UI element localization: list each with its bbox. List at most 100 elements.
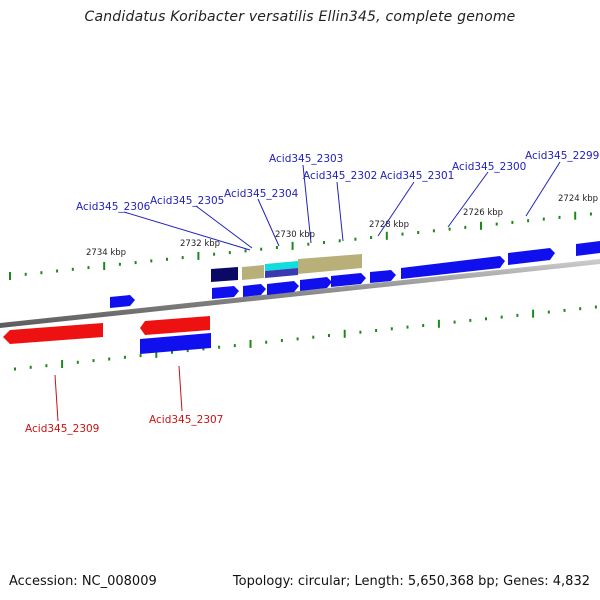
- tick-mark: [233, 344, 236, 348]
- tick-mark: [422, 324, 425, 327]
- tick-mark: [500, 315, 503, 319]
- tick-mark: [71, 267, 74, 271]
- gene-block[interactable]: [242, 265, 264, 280]
- gene-block[interactable]: [267, 281, 299, 295]
- tick-mark: [218, 345, 221, 349]
- tick-mark: [401, 232, 404, 236]
- tick-mark: [469, 318, 472, 322]
- tick-mark: [123, 355, 126, 359]
- tick-mark: [579, 307, 582, 311]
- tick-mark: [527, 219, 530, 223]
- gene-label-acid345-2304[interactable]: Acid345_2304: [224, 188, 299, 200]
- tick-mark: [181, 256, 184, 260]
- kbp-label-2734: 2734 kbp: [86, 248, 126, 258]
- tick-mark: [171, 350, 173, 354]
- gene-block[interactable]: [3, 323, 103, 344]
- tick-mark: [244, 249, 247, 253]
- tick-mark: [296, 337, 299, 341]
- gene-block[interactable]: [576, 241, 600, 256]
- tick-mark: [45, 364, 48, 368]
- gene-block[interactable]: [401, 256, 505, 279]
- tick-mark: [228, 251, 231, 255]
- gene-block[interactable]: [265, 261, 298, 271]
- tick-mark: [118, 262, 121, 266]
- tick-mark: [56, 269, 59, 273]
- tick-mark: [213, 252, 216, 256]
- tick-mark: [29, 365, 32, 369]
- tick-mark: [166, 257, 168, 261]
- tick-mark: [448, 227, 451, 231]
- tick-mark: [76, 360, 79, 364]
- tick-mark: [406, 325, 409, 329]
- kbp-label-2724: 2724 kbp: [558, 194, 598, 204]
- tick-mark: [275, 246, 278, 249]
- tick-mark: [186, 349, 189, 353]
- tick-mark: [532, 309, 535, 318]
- gene-label-acid345-2309[interactable]: Acid345_2309: [25, 423, 99, 435]
- tick-row-bottom: [14, 305, 597, 371]
- genes-lower: [3, 316, 211, 354]
- tick-mark: [485, 317, 487, 321]
- tick-mark: [307, 242, 310, 246]
- tick-mark: [516, 313, 519, 317]
- gene-block[interactable]: [140, 333, 211, 354]
- tick-mark: [249, 339, 252, 348]
- tick-mark: [558, 215, 561, 219]
- gene-block[interactable]: [211, 267, 238, 282]
- gene-block[interactable]: [331, 273, 366, 287]
- gene-block[interactable]: [140, 316, 210, 335]
- tick-mark: [328, 334, 330, 337]
- gene-block[interactable]: [508, 248, 555, 265]
- tick-mark: [437, 319, 440, 328]
- tick-mark: [291, 241, 294, 250]
- tick-mark: [323, 241, 325, 244]
- tick-mark: [495, 222, 498, 226]
- gene-block[interactable]: [110, 295, 135, 308]
- gene-block[interactable]: [212, 286, 239, 299]
- tick-mark: [390, 327, 393, 331]
- tick-mark: [312, 335, 315, 339]
- tick-mark: [511, 220, 514, 224]
- gene-block[interactable]: [265, 268, 298, 278]
- leader-lines-top: [123, 161, 561, 251]
- tick-mark: [563, 308, 566, 312]
- tick-mark: [24, 272, 27, 276]
- tick-mark: [359, 330, 362, 334]
- gene-label-acid345-2307[interactable]: Acid345_2307: [149, 414, 223, 426]
- tick-mark: [134, 261, 137, 265]
- tick-mark: [155, 349, 158, 358]
- gene-label-acid345-2305[interactable]: Acid345_2305: [150, 195, 224, 207]
- genome-backbone: [0, 259, 600, 328]
- tick-mark: [453, 320, 456, 324]
- gene-label-acid345-2303[interactable]: Acid345_2303: [269, 153, 343, 165]
- genes-forward-upper: [211, 241, 600, 282]
- tick-mark: [594, 305, 597, 309]
- tick-mark: [338, 239, 341, 243]
- gene-block[interactable]: [370, 270, 396, 283]
- leader-lines-bottom: [54, 365, 183, 422]
- tick-mark: [370, 236, 373, 239]
- tick-row-top: [9, 211, 592, 280]
- gene-block[interactable]: [300, 277, 332, 291]
- gene-block[interactable]: [298, 254, 362, 274]
- tick-mark: [589, 212, 592, 216]
- gene-label-acid345-2300[interactable]: Acid345_2300: [452, 161, 526, 173]
- gene-label-acid345-2299[interactable]: Acid345_2299: [525, 150, 599, 162]
- tick-mark: [103, 262, 106, 270]
- gene-label-acid345-2302[interactable]: Acid345_2302: [303, 170, 377, 182]
- kbp-label-2732: 2732 kbp: [180, 239, 220, 249]
- gene-label-acid345-2306[interactable]: Acid345_2306: [76, 201, 151, 213]
- genome-info-text: Topology: circular; Length: 5,650,368 bp…: [232, 574, 590, 589]
- gene-block[interactable]: [243, 284, 266, 297]
- kbp-label-2728: 2728 kbp: [369, 220, 409, 230]
- tick-mark: [354, 237, 357, 241]
- tick-mark: [260, 247, 263, 251]
- gene-label-acid345-2301[interactable]: Acid345_2301: [380, 170, 454, 182]
- tick-mark: [385, 231, 388, 240]
- tick-mark: [139, 354, 142, 358]
- tick-mark: [14, 367, 16, 371]
- genes-forward-lower: [110, 270, 396, 308]
- tick-mark: [92, 359, 95, 363]
- tick-mark: [542, 217, 545, 221]
- kbp-label-2730: 2730 kbp: [275, 230, 315, 240]
